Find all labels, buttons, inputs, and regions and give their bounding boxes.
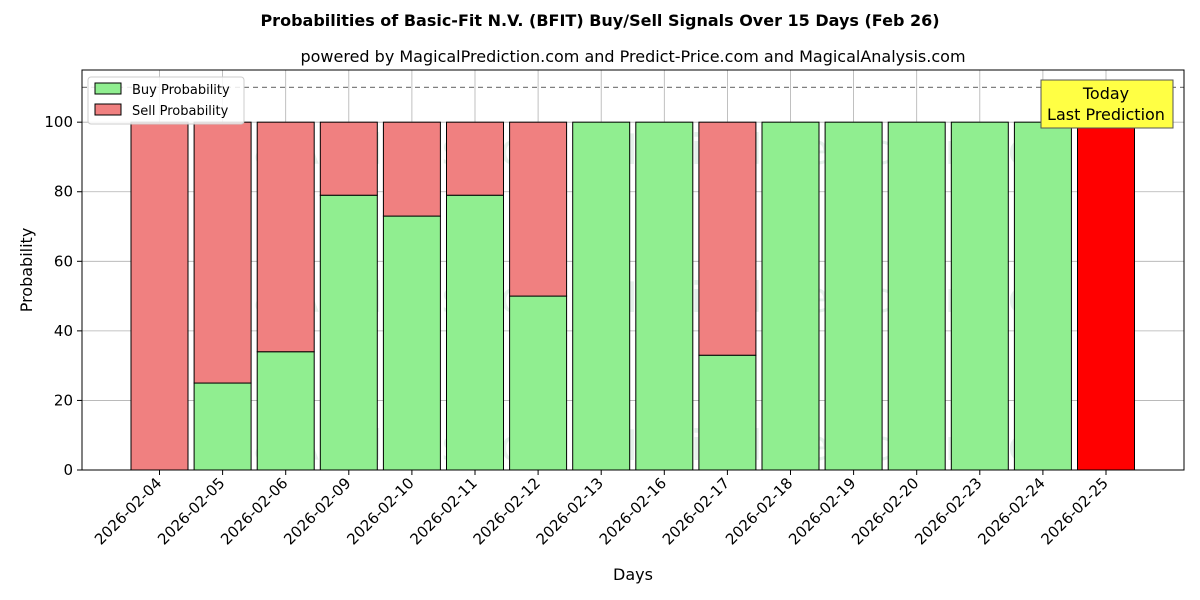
plot-frame <box>81 69 1185 471</box>
buy-bar <box>319 194 378 471</box>
buy-bar <box>446 194 504 471</box>
legend-swatch-buy <box>94 82 122 95</box>
buy-bar <box>1013 121 1072 471</box>
sell-bar <box>1077 121 1135 471</box>
x-tick-label: 2026-02-12 <box>470 474 544 548</box>
annotation-box <box>1040 79 1174 129</box>
x-tick-label: 2026-02-25 <box>1037 474 1111 548</box>
y-axis-label: Probability <box>17 228 36 313</box>
y-tick-label: 80 <box>54 183 73 201</box>
annotation-line-today: Today <box>1082 84 1129 103</box>
buy-bar <box>572 121 631 471</box>
chart-title: Probabilities of Basic-Fit N.V. (BFIT) B… <box>260 11 939 30</box>
buy-bar <box>698 354 757 471</box>
buy-bar <box>761 121 820 471</box>
x-tick-label: 2026-02-10 <box>343 474 417 548</box>
legend: Buy Probability Sell Probability <box>87 76 245 125</box>
x-tick-label: 2026-02-04 <box>91 474 165 548</box>
x-tick-label: 2026-02-17 <box>659 474 733 548</box>
x-tick-label: 2026-02-09 <box>280 474 354 548</box>
legend-label-buy: Buy Probability <box>132 83 230 98</box>
buy-bar <box>382 215 441 471</box>
x-tick-label: 2026-02-05 <box>154 474 228 548</box>
buy-bar <box>887 121 946 471</box>
sell-bar <box>446 121 504 196</box>
x-tick-label: 2026-02-18 <box>722 474 796 548</box>
buy-bar <box>635 121 694 471</box>
sell-bar <box>256 121 315 353</box>
y-tick-label: 40 <box>54 322 73 340</box>
y-tick-label: 60 <box>54 252 73 270</box>
x-tick-label: 2026-02-11 <box>406 474 480 548</box>
buy-bar <box>824 121 883 471</box>
chart-subtitle: powered by MagicalPrediction.com and Pre… <box>300 47 965 66</box>
legend-swatch-sell <box>94 103 122 116</box>
today-annotation: Today Last Prediction <box>1040 79 1174 129</box>
buy-bar <box>256 351 315 471</box>
x-axis-label: Days <box>613 565 653 584</box>
y-tick-label: 20 <box>54 391 73 409</box>
legend-box <box>87 76 245 125</box>
x-tick-label: 2026-02-16 <box>596 474 670 548</box>
sell-bar <box>130 121 189 471</box>
x-tick-label: 2026-02-20 <box>848 474 922 548</box>
buy-bar <box>193 382 252 471</box>
y-tick-label: 0 <box>63 461 73 479</box>
x-tick-label: 2026-02-19 <box>785 474 859 548</box>
buy-bar <box>509 295 568 471</box>
legend-label-sell: Sell Probability <box>132 104 229 119</box>
x-tick-label: 2026-02-06 <box>217 474 291 548</box>
x-tick-label: 2026-02-13 <box>533 474 607 548</box>
sell-bar <box>509 121 568 297</box>
bar-layer <box>130 121 1135 471</box>
annotation-line-last-prediction: Last Prediction <box>1047 105 1165 124</box>
x-tick-label: 2026-02-24 <box>974 474 1048 548</box>
x-tick-label: 2026-02-23 <box>911 474 985 548</box>
sell-bar <box>382 121 441 217</box>
sell-bar <box>319 121 378 196</box>
buy-bar <box>950 121 1009 471</box>
y-tick-label: 100 <box>44 113 73 131</box>
sell-bar <box>698 121 757 356</box>
sell-bar <box>193 121 252 384</box>
